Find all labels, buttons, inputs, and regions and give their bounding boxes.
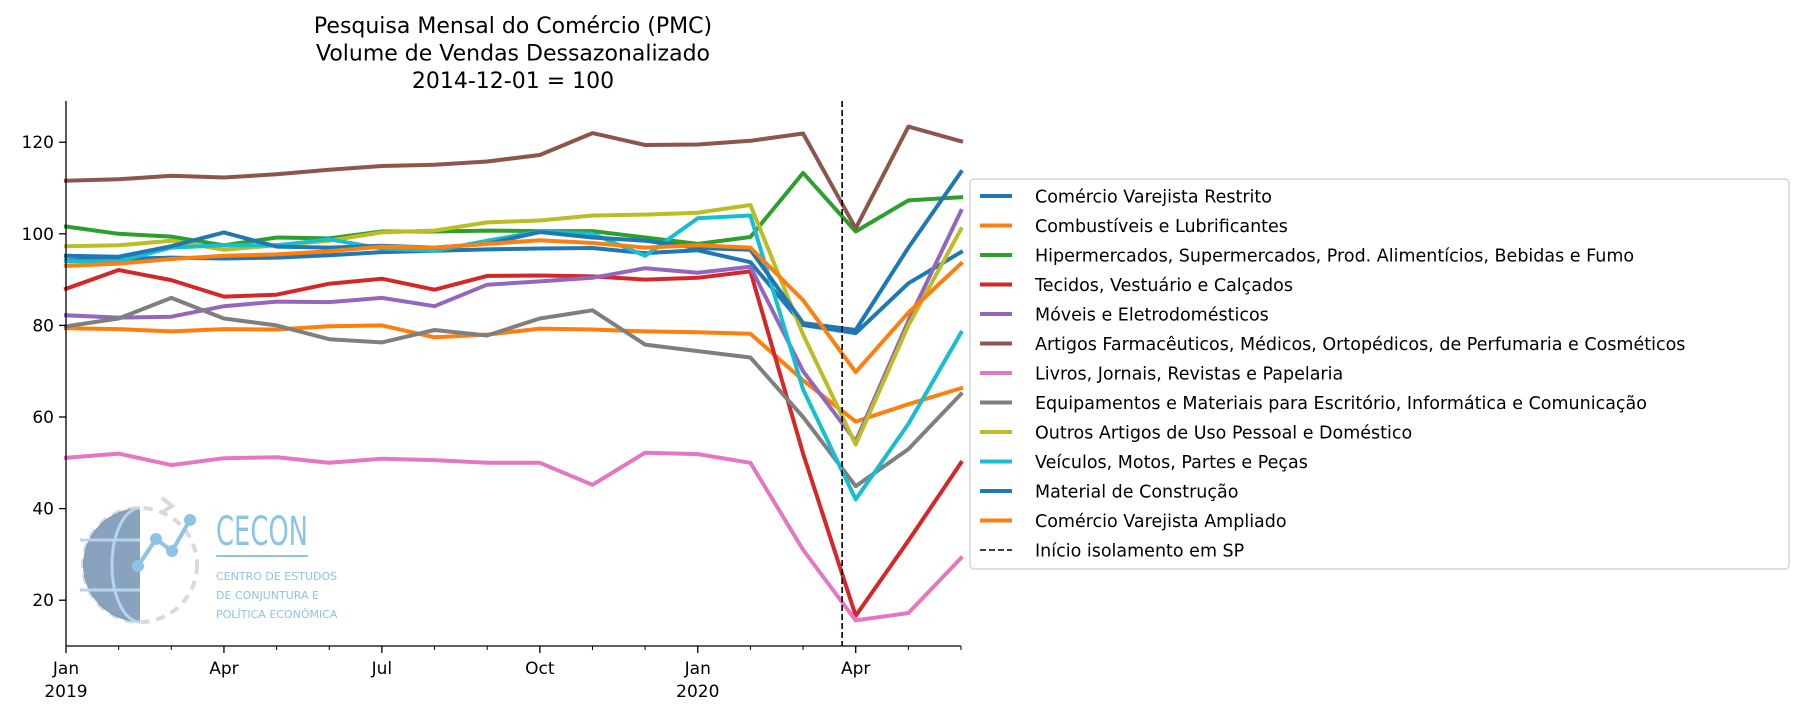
legend-label-7: Equipamentos e Materiais para Escritório…	[1035, 394, 1647, 414]
series-lines	[63, 124, 964, 623]
legend-label-10: Material de Construção	[1035, 483, 1238, 503]
y-tick-label: 100	[22, 225, 54, 245]
x-tick-label: Jul	[371, 659, 393, 679]
x-tick-label: Jan	[52, 659, 79, 679]
legend-label-1: Combustíveis e Lubrificantes	[1035, 217, 1288, 237]
y-tick-label: 40	[32, 500, 54, 520]
x-tick-label: Oct	[525, 659, 555, 679]
series-line-10	[63, 169, 964, 332]
cecon-logo: CECON CENTRO DE ESTUDOS DE CONJUNTURA E …	[80, 496, 338, 624]
logo-subtitle-2: DE CONJUNTURA E	[216, 589, 319, 602]
globe-icon	[80, 496, 199, 624]
x-tick-year-label: 2019	[44, 682, 87, 702]
axes: 20 40 60 80 100 120 Jan 2019 Apr Jul Oct Jan 2020 Apr	[22, 101, 962, 702]
legend-label-2: Hipermercados, Supermercados, Prod. Alim…	[1035, 247, 1634, 267]
y-tick-label: 60	[32, 408, 54, 428]
logo-name: CECON	[216, 509, 308, 555]
legend-label-6: Livros, Jornais, Revistas e Papelaria	[1035, 365, 1343, 385]
legend: Comércio Varejista Restrito Combustíveis …	[969, 178, 1790, 570]
logo-subtitle-1: CENTRO DE ESTUDOS	[216, 570, 337, 583]
series-line-4	[63, 208, 964, 444]
y-tick-label: 80	[32, 316, 54, 336]
x-tick-label: Apr	[209, 659, 238, 679]
series-line-1	[63, 323, 964, 424]
legend-label-4: Móveis e Eletrodomésticos	[1035, 306, 1269, 326]
legend-label-0: Comércio Varejista Restrito	[1035, 188, 1272, 208]
series-line-3	[63, 268, 964, 618]
chart-title-line: Pesquisa Mensal do Comércio (PMC)	[314, 14, 712, 39]
series-line-6	[63, 450, 964, 623]
logo-subtitle-3: POLÍTICA ECONÔMICA	[216, 608, 338, 621]
y-tick-label: 120	[22, 133, 54, 153]
legend-label-11: Comércio Varejista Ampliado	[1035, 512, 1287, 532]
chart-title-line: 2014-12-01 = 100	[412, 69, 614, 94]
legend-box	[969, 178, 1790, 570]
y-tick-label: 20	[32, 591, 54, 611]
legend-label-5: Artigos Farmacêuticos, Médicos, Ortopédi…	[1035, 335, 1685, 355]
legend-label-8: Outros Artigos de Uso Pessoal e Doméstic…	[1035, 424, 1412, 444]
x-tick-label: Jan	[684, 659, 711, 679]
series-line-11	[63, 238, 964, 375]
series-line-8	[63, 203, 964, 447]
legend-label-3: Tecidos, Vestuário e Calçados	[1034, 276, 1293, 296]
chart-title-line: Volume de Vendas Dessazonalizado	[316, 42, 710, 67]
x-tick-label: Apr	[841, 659, 870, 679]
series-line-5	[63, 124, 964, 231]
chart-title: Pesquisa Mensal do Comércio (PMC) Volume …	[314, 14, 712, 94]
legend-label-9: Veículos, Motos, Partes e Peças	[1035, 453, 1308, 473]
series-line-7	[63, 295, 964, 489]
series-line-0	[63, 246, 964, 336]
legend-label-12: Início isolamento em SP	[1035, 542, 1244, 562]
x-tick-year-label: 2020	[676, 682, 719, 702]
